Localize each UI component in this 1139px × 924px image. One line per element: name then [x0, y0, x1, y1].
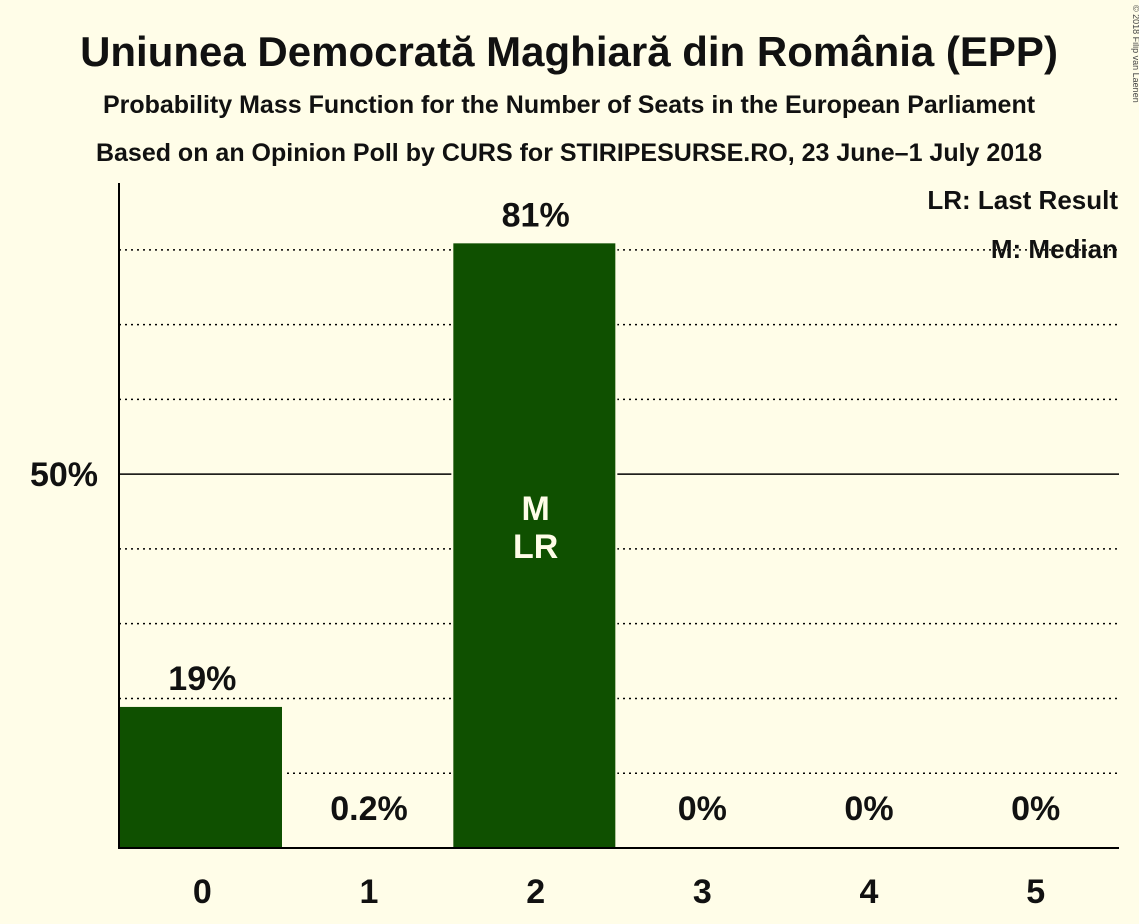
copyright-note: © 2018 Filip van Laenen	[1131, 5, 1139, 103]
y-tick-label: 50%	[30, 456, 98, 494]
value-label-3: 0%	[678, 790, 727, 828]
x-tick-label-4: 4	[860, 873, 879, 911]
x-tick-label-1: 1	[360, 873, 379, 911]
x-tick-label-3: 3	[693, 873, 712, 911]
value-label-4: 0%	[844, 790, 893, 828]
value-label-5: 0%	[1011, 790, 1060, 828]
bar-0	[118, 704, 284, 849]
last-result-marker: LR	[513, 528, 558, 566]
bars	[118, 241, 618, 850]
value-label-0: 19%	[168, 660, 236, 698]
x-tick-label-0: 0	[193, 873, 212, 911]
labels: 19% 0 0.2% 1 81% 2 0% 3 0% 4 0% 5 MLR	[168, 196, 1060, 911]
median-marker: M	[522, 490, 550, 528]
legend-median: M: Median	[991, 234, 1118, 264]
legend-last-result: LR: Last Result	[927, 185, 1118, 215]
gridlines	[119, 249, 1119, 774]
x-tick-label-5: 5	[1026, 873, 1045, 911]
chart-subtitle-2: Based on an Opinion Poll by CURS for STI…	[96, 139, 1042, 167]
chart-subtitle: Probability Mass Function for the Number…	[103, 91, 1036, 119]
chart-title: Uniunea Democrată Maghiară din România (…	[80, 28, 1058, 75]
x-tick-label-2: 2	[526, 873, 545, 911]
value-label-2: 81%	[502, 196, 570, 234]
value-label-1: 0.2%	[330, 790, 408, 828]
